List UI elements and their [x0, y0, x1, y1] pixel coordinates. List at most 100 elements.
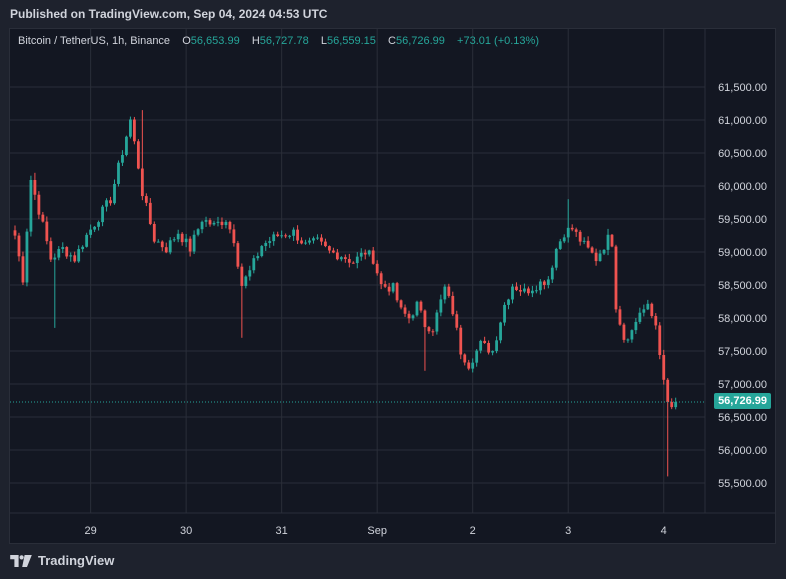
candle-body [125, 136, 128, 155]
candle-body [375, 263, 379, 274]
candle-body [582, 240, 586, 242]
candle-body [590, 247, 594, 253]
candle-body [638, 312, 642, 322]
candle-body [236, 243, 240, 267]
y-tick-label: 61,500.00 [718, 82, 767, 94]
candle-body [65, 247, 69, 257]
x-tick-label: 29 [84, 525, 96, 537]
footer-brand[interactable]: TradingView [10, 553, 114, 568]
candle-body [626, 339, 630, 341]
candle-body [339, 257, 343, 260]
candle-body [550, 267, 554, 280]
candle-body [335, 252, 339, 260]
candle-body [324, 241, 327, 247]
candle-body [224, 221, 228, 226]
candle-body [586, 240, 590, 248]
chart-panel[interactable]: 55,500.00 56,000.00 56,500.00 57,000.00 57,5… [9, 28, 776, 544]
candle-body [431, 331, 435, 333]
candle-body [152, 223, 156, 242]
candle-body [343, 257, 347, 260]
candle-body [379, 273, 383, 285]
candle-body [276, 234, 280, 237]
candle-body [391, 283, 395, 292]
x-tick-label: Sep [367, 525, 387, 537]
candle-body [113, 183, 116, 204]
candle-body [196, 229, 200, 235]
candle-body [101, 206, 104, 223]
x-tick-label: 2 [470, 525, 476, 537]
candle-body [387, 286, 391, 292]
candle-body [594, 252, 598, 262]
candle-body [546, 279, 550, 285]
candle-body [443, 286, 447, 300]
candle-body [351, 262, 355, 264]
candle-body [427, 327, 431, 332]
last-price-badge: 56,726.99 [714, 393, 771, 410]
candle-body [308, 240, 311, 243]
candle-body [495, 340, 498, 352]
candle-body [89, 229, 93, 235]
candle-body [570, 227, 574, 230]
candle-body [355, 256, 359, 264]
candle-body [674, 402, 678, 408]
candle-body [77, 249, 81, 262]
candle-body [208, 220, 212, 225]
candle-body [558, 241, 562, 249]
candle-body [614, 246, 618, 310]
candle-body [523, 288, 526, 292]
candle-body [148, 202, 152, 224]
candle-body [371, 250, 375, 264]
candle-body [73, 255, 77, 262]
candle-body [288, 235, 292, 237]
candle-body [407, 313, 411, 319]
candle-body [538, 281, 542, 291]
candle-body [49, 241, 53, 260]
candle-body [439, 299, 443, 313]
candle-body [164, 247, 168, 253]
candle-body [527, 288, 530, 294]
candle-body [542, 281, 546, 285]
candle-body [260, 246, 264, 257]
candle-body [280, 235, 284, 237]
candle-body [33, 179, 37, 195]
candle-body [562, 237, 566, 242]
candlestick-chart[interactable]: 55,500.00 56,000.00 56,500.00 57,000.00 57,5… [10, 29, 775, 543]
low-label: L [320, 35, 327, 47]
candle-body [240, 266, 244, 286]
x-tick-label: 4 [661, 525, 667, 537]
candle-body [499, 322, 502, 341]
candle-body [17, 235, 21, 257]
brand-name: TradingView [38, 553, 115, 568]
y-tick-label: 59,500.00 [718, 214, 767, 226]
candle-body [463, 354, 467, 363]
candle-body [411, 315, 415, 319]
candle-body [232, 229, 236, 244]
candle-body [447, 286, 451, 296]
y-tick-label: 56,500.00 [718, 412, 767, 424]
candle-body [41, 214, 45, 222]
y-tick-label: 58,000.00 [718, 313, 767, 325]
candle-body [511, 286, 514, 300]
change-value: +73.01 (+0.13%) [457, 35, 539, 47]
high-value: 56,727.78 [259, 35, 309, 47]
published-text: Published on TradingView.com, Sep 04, 20… [10, 7, 328, 21]
candle-body [188, 238, 192, 252]
candle-body [359, 252, 363, 257]
candle-body [650, 303, 654, 317]
candle-body [519, 290, 522, 292]
candle-body [507, 299, 510, 305]
candle-body [646, 303, 650, 310]
candle-body [491, 351, 494, 353]
candle-body [347, 259, 351, 263]
candle-body [602, 249, 606, 254]
candle-body [25, 231, 29, 283]
candle-body [670, 402, 674, 408]
candle-body [105, 200, 108, 207]
candle-body [69, 255, 73, 257]
candle-body [610, 234, 614, 247]
candle-body [363, 252, 367, 255]
tradingview-logo-icon [10, 554, 32, 567]
candle-body [367, 250, 371, 255]
candle-body [662, 355, 666, 380]
candle-body [471, 362, 475, 369]
